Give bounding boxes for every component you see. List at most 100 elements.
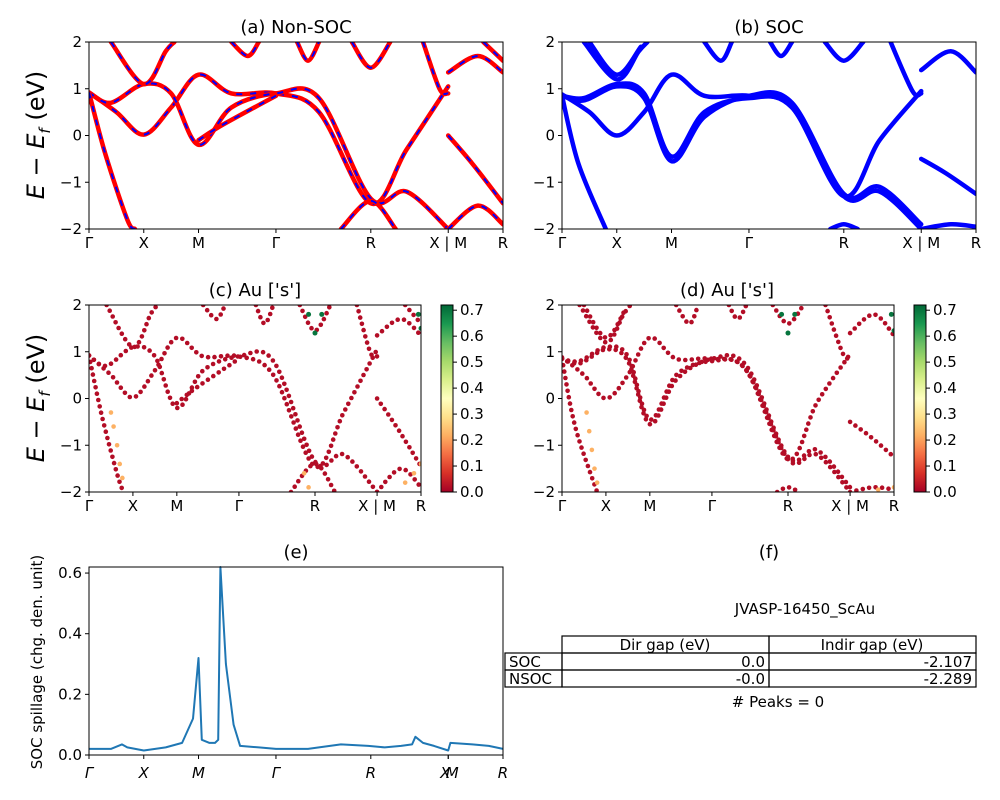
band-point — [562, 356, 565, 362]
band-point-high — [306, 311, 312, 317]
band-point — [575, 432, 580, 438]
band-point — [879, 485, 885, 491]
y-tick-label: −1 — [60, 173, 82, 191]
band-point — [786, 485, 792, 490]
band-point — [189, 385, 195, 390]
band-point — [416, 330, 421, 336]
band-point — [873, 439, 879, 444]
band-point — [689, 319, 694, 325]
band-point — [343, 407, 348, 412]
band-point — [110, 454, 115, 460]
x-ticks: Γ X M Γ R X | M R — [85, 229, 508, 252]
y-tick-label: 2 — [72, 296, 82, 314]
band-point — [716, 357, 721, 363]
band-point — [620, 380, 625, 386]
band-point — [816, 397, 821, 403]
band-point — [93, 385, 98, 390]
band-point — [232, 359, 238, 364]
colorbar-gradient — [440, 304, 454, 493]
band-point — [587, 469, 593, 475]
band-line — [562, 84, 924, 227]
band-point — [796, 460, 802, 466]
band-point — [180, 336, 185, 342]
band-point — [373, 349, 379, 355]
y-tick-label: 0 — [545, 127, 555, 145]
colorbar-tick-label: 0.7 — [933, 301, 957, 319]
band-point — [227, 362, 232, 368]
band-point — [286, 408, 292, 413]
band-point — [91, 357, 97, 363]
band-point — [142, 328, 147, 333]
x-tick-label: X — [601, 497, 611, 515]
band-point — [319, 466, 324, 471]
band-point — [781, 318, 786, 324]
band-point-high — [415, 311, 421, 317]
band-point — [590, 319, 596, 325]
band-point — [413, 456, 419, 461]
band-point — [142, 384, 147, 389]
table-header-indir: Indir gap (eV) — [821, 636, 924, 654]
band-line-overlay — [89, 82, 449, 229]
band-point — [619, 350, 624, 356]
band-point — [653, 413, 659, 418]
y-tick-label: 1 — [72, 343, 82, 361]
band-point — [173, 335, 179, 341]
band-point — [103, 429, 109, 435]
panel-c: (c) Au ['s'] Γ X M Γ R X | M R 2 1 0 −1 −2 0.7 0.6 0.5… — [60, 280, 484, 515]
band-point — [657, 340, 662, 346]
band-point — [766, 415, 771, 421]
gap-table: Dir gap (eV) Indir gap (eV) SOC 0.0 -2.1… — [504, 635, 977, 688]
colorbar-tick-label: 0.2 — [933, 431, 957, 449]
band-point — [594, 488, 599, 492]
band-point — [302, 314, 308, 320]
band-point — [222, 357, 228, 362]
band-point — [836, 474, 841, 480]
x-tick-label: X | M — [358, 497, 396, 515]
band-point — [358, 378, 363, 384]
band-point — [873, 312, 878, 318]
y-tick-label: 0.2 — [58, 685, 82, 703]
band-line — [702, 42, 735, 63]
band-point — [679, 368, 684, 374]
y-tick-label: 0.6 — [58, 564, 82, 582]
band-point — [364, 340, 370, 345]
x-tick-label: X — [612, 234, 622, 252]
x-tick-label: R — [310, 497, 320, 515]
band-point — [808, 415, 813, 420]
band-point — [787, 321, 792, 326]
band-line — [587, 42, 644, 77]
band-point — [288, 399, 294, 405]
band-point — [776, 439, 781, 445]
band-point — [91, 378, 97, 384]
band-point-mid — [117, 461, 123, 467]
band-point — [618, 316, 623, 321]
band-point — [270, 305, 275, 311]
panel-a-title: (a) Non-SOC — [240, 17, 351, 38]
y-tick-label: −2 — [533, 220, 555, 238]
x-tick-label: X — [439, 764, 451, 782]
band-point — [847, 330, 853, 336]
band-point — [266, 353, 271, 358]
y-ticks: 2 1 0 −1 −2 — [60, 33, 89, 238]
x-tick-label: Γ — [558, 234, 567, 252]
band-point — [277, 369, 282, 375]
band-point — [384, 324, 390, 330]
band-point — [374, 333, 380, 338]
band-point — [768, 421, 774, 427]
band-point — [847, 484, 853, 490]
band-point — [566, 394, 572, 400]
band-point — [573, 426, 579, 432]
y-tick-label: 0 — [72, 390, 82, 408]
band-point — [562, 362, 566, 368]
band-point — [296, 478, 301, 484]
band-point — [282, 395, 287, 401]
band-point — [321, 316, 327, 322]
band-point — [682, 369, 688, 375]
band-point-mid — [114, 442, 120, 448]
band-line — [888, 42, 924, 98]
band-point — [289, 414, 294, 419]
band-line — [89, 90, 138, 229]
band-point — [834, 370, 840, 376]
spillage-line — [89, 566, 504, 752]
y-tick-label: 1 — [545, 80, 555, 98]
